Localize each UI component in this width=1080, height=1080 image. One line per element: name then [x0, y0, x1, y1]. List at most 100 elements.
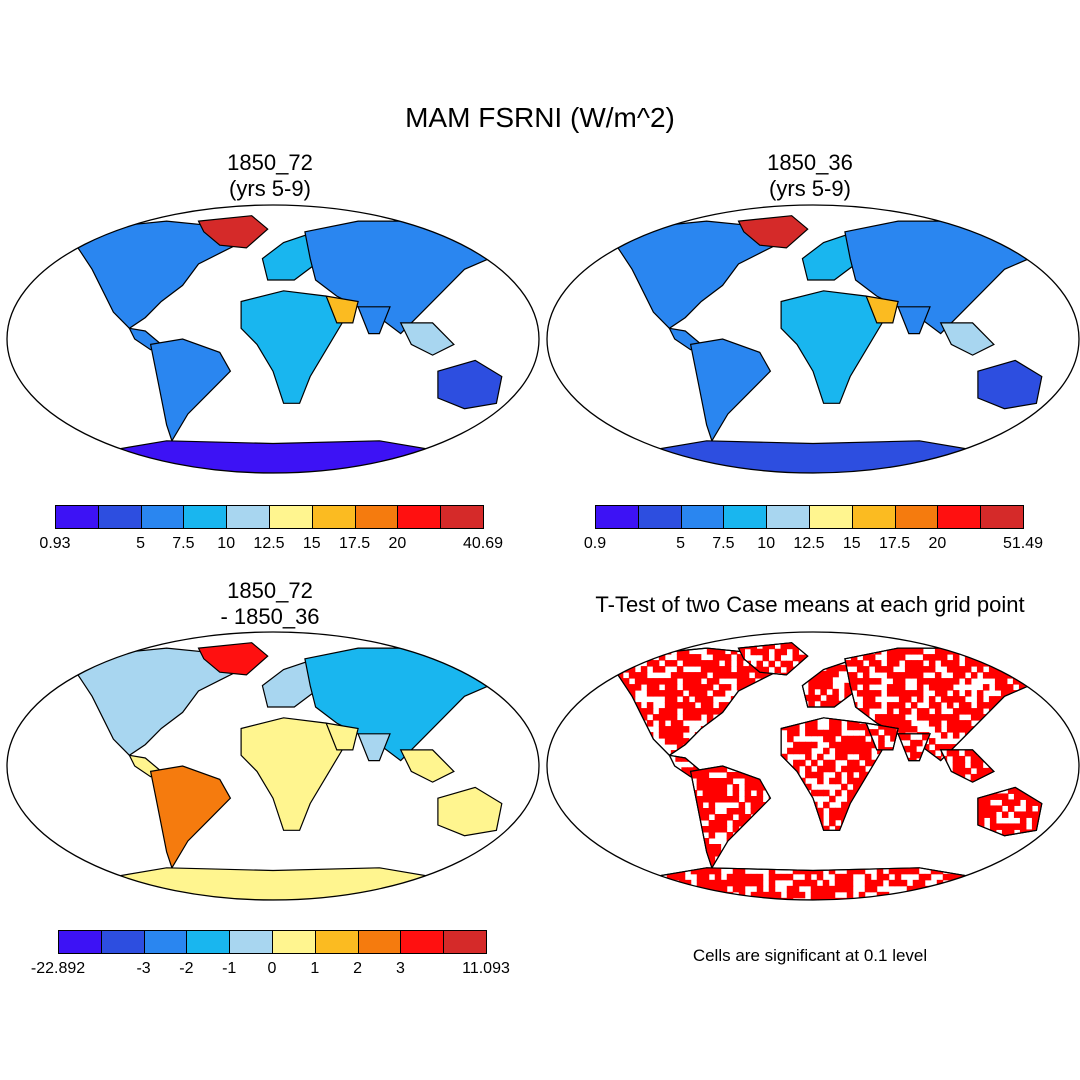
colorbar-box — [183, 505, 228, 529]
colorbar-box — [851, 505, 896, 529]
map-frame — [546, 204, 1080, 474]
panel-1-title-line2: (yrs 5-9) — [229, 176, 311, 201]
continent-northAmerica — [69, 220, 243, 330]
colorbar-box — [595, 505, 639, 529]
continent-southAmerica — [689, 338, 772, 443]
panel-1-map — [6, 204, 540, 474]
colorbar-label: 10 — [757, 535, 776, 552]
colorbar-box — [766, 505, 810, 529]
colorbar-box — [97, 505, 142, 529]
panel-3-title-line1: 1850_72 — [227, 578, 313, 603]
colorbar-label: 20 — [388, 535, 407, 552]
continent-africa — [240, 290, 343, 404]
colorbar-box — [186, 930, 231, 954]
coastline-greenland — [737, 642, 809, 676]
panel-2-colorbar: 0.9 5 7.5 10 12.5 15 17.5 20 51.49 — [584, 505, 1043, 555]
continent-seAsia — [399, 322, 455, 356]
continent-antarctica — [641, 440, 985, 473]
colorbar-box — [272, 930, 316, 954]
colorbar-box — [314, 930, 359, 954]
continent-greenland — [197, 642, 269, 676]
colorbar-box — [723, 505, 768, 529]
colorbar-label: 17.5 — [879, 535, 911, 552]
panel-1-title: 1850_72 (yrs 5-9) — [140, 150, 400, 202]
continent-africa — [240, 717, 343, 831]
panel-2-title-line1: 1850_36 — [767, 150, 853, 175]
colorbar-label: 20 — [928, 535, 947, 552]
coastline-arabia — [865, 722, 899, 751]
colorbar-label: 2 — [353, 960, 363, 977]
colorbar-label: 0 — [267, 960, 277, 977]
colorbar-label: -2 — [179, 960, 194, 977]
colorbar-label: 15 — [842, 535, 861, 552]
panel-4-map — [546, 631, 1080, 901]
continent-india — [357, 306, 391, 335]
colorbar-label: 17.5 — [339, 535, 371, 552]
panel-4-title: T-Test of two Case means at each grid po… — [595, 592, 1025, 617]
continent-seAsia — [939, 322, 995, 356]
coastline-antarctica — [641, 867, 985, 900]
significance-note: Cells are significant at 0.1 level — [692, 946, 928, 965]
colorbar-box — [100, 930, 145, 954]
significant-cells-seAsia — [940, 749, 994, 783]
colorbar-box — [809, 505, 853, 529]
continent-antarctica — [101, 867, 445, 900]
colorbar-box — [143, 930, 188, 954]
continent-greenland — [197, 215, 269, 249]
continent-seAsia — [399, 749, 455, 783]
colorbar-label: 5 — [676, 535, 686, 552]
colorbar-label: -22.892 — [30, 960, 86, 977]
colorbar-box — [937, 505, 982, 529]
panel-1-colorbar: 0.93 5 7.5 10 12.5 15 17.5 20 40.69 — [39, 505, 503, 555]
continent-northAmerica — [69, 647, 243, 757]
colorbar-label: 11.093 — [462, 960, 510, 977]
colorbar-label: 51.49 — [1002, 535, 1044, 552]
colorbar-box — [229, 930, 273, 954]
panel-2-title-line2: (yrs 5-9) — [769, 176, 851, 201]
continent-australia — [977, 359, 1043, 410]
continent-antarctica — [101, 440, 445, 473]
coastline-africa — [780, 717, 883, 831]
colorbar-label: 10 — [217, 535, 236, 552]
continent-india — [357, 733, 391, 762]
colorbar-box — [269, 505, 313, 529]
colorbar-label: 12.5 — [253, 535, 285, 552]
colorbar-label: 7.5 — [712, 535, 735, 552]
panel-3-title-line2: - 1850_36 — [220, 604, 320, 629]
colorbar-box — [140, 505, 185, 529]
colorbar-box — [397, 505, 442, 529]
colorbar-label: 5 — [136, 535, 146, 552]
colorbar-label: 40.69 — [462, 535, 504, 552]
colorbar-box — [55, 505, 99, 529]
significant-cells-southAmerica — [690, 766, 771, 868]
colorbar-label: 0.93 — [39, 535, 71, 552]
panel-3-colorbar: -22.892 -3 -2 -1 0 1 2 3 11.093 — [31, 930, 510, 980]
continent-arabia — [865, 295, 899, 324]
colorbar-box — [980, 505, 1024, 529]
colorbar-box — [311, 505, 356, 529]
colorbar-label: 15 — [302, 535, 321, 552]
panel-1-title-line1: 1850_72 — [227, 150, 313, 175]
colorbar-label: 7.5 — [172, 535, 195, 552]
main-title: MAM FSRNI (W/m^2) — [405, 102, 675, 133]
continent-arabia — [325, 722, 359, 751]
colorbar-label: -1 — [222, 960, 237, 977]
colorbar-label: 1 — [310, 960, 320, 977]
continent-arabia — [325, 295, 359, 324]
continent-greenland — [737, 215, 809, 249]
coastline-southAmerica — [689, 765, 772, 870]
colorbar-label: 3 — [395, 960, 405, 977]
continent-india — [897, 306, 931, 335]
colorbar-box — [637, 505, 682, 529]
colorbar-box — [58, 930, 102, 954]
coastline-seAsia — [939, 749, 995, 783]
panel-3-title: 1850_72 - 1850_36 — [140, 578, 400, 630]
continent-australia — [437, 359, 503, 410]
colorbar-box — [440, 505, 484, 529]
map-frame — [6, 204, 540, 474]
map-frame — [546, 631, 1080, 901]
panel-2-map — [546, 204, 1080, 474]
colorbar-box — [226, 505, 270, 529]
continent-northAmerica — [609, 220, 783, 330]
continent-australia — [437, 786, 503, 837]
